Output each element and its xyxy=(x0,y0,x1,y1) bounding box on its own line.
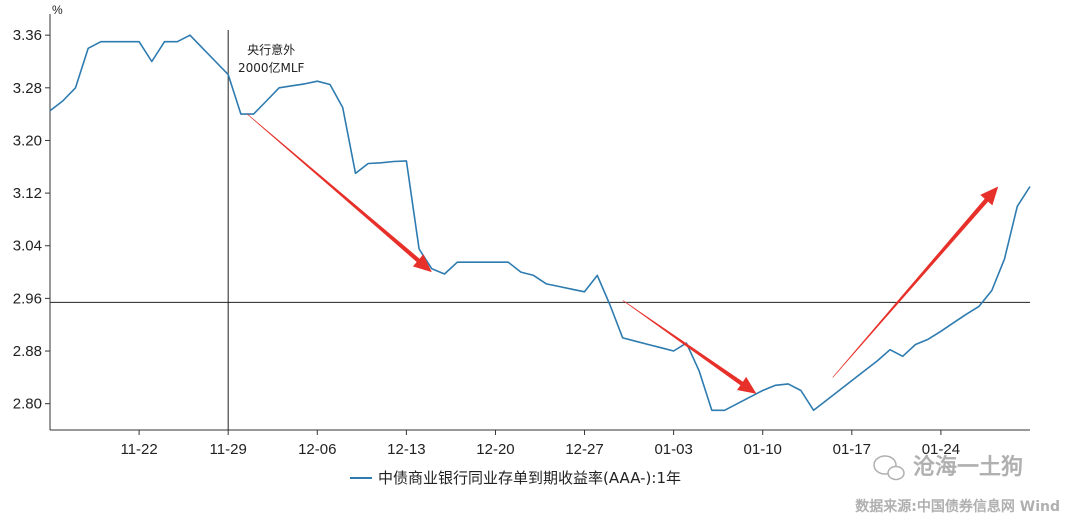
x-tick-label: 11-29 xyxy=(210,441,247,458)
y-tick-label: 3.04 xyxy=(13,238,42,255)
axes xyxy=(45,14,1030,435)
y-tick-label: 3.36 xyxy=(13,27,42,44)
series-layer xyxy=(49,34,1031,412)
x-tick-label: 12-27 xyxy=(565,441,603,458)
x-tick-label: 12-06 xyxy=(298,441,336,458)
x-tick-label: 12-20 xyxy=(476,441,514,458)
trend-arrow-3 xyxy=(832,186,999,378)
labels: % 3.36 3.28 3.20 3.12 3.04 2.96 2.88 2.80 11-22 11… xyxy=(13,3,1060,515)
y-tick-label: 3.20 xyxy=(13,132,42,149)
y-tick-label: 3.28 xyxy=(13,80,42,97)
y-tick-label: 2.88 xyxy=(13,343,42,360)
wechat-bubble-large xyxy=(873,455,897,475)
trend-arrow-1 xyxy=(247,113,432,273)
reference-lines xyxy=(50,30,1030,430)
trend-arrow-2 xyxy=(622,300,757,394)
y-tick-label: 2.80 xyxy=(13,396,42,413)
series-line xyxy=(49,34,1031,412)
x-tick-label: 12-13 xyxy=(387,441,425,458)
wechat-bubble-small xyxy=(887,465,905,481)
wechat-icon xyxy=(873,455,905,481)
annotation-line-2: 2000亿MLF xyxy=(238,60,305,75)
y-tick-label: 3.12 xyxy=(13,185,42,202)
watermark-brand: 沧海一土狗 xyxy=(913,454,1023,480)
x-tick-label: 01-17 xyxy=(833,441,871,458)
x-tick-label: 01-03 xyxy=(654,441,692,458)
y-tick-label: 2.96 xyxy=(13,290,42,307)
trend-arrows xyxy=(247,113,999,394)
legend-label: 中债商业银行同业存单到期收益率(AAA-):1年 xyxy=(378,469,681,487)
annotation-line-1: 央行意外 xyxy=(247,42,295,57)
x-tick-label: 01-24 xyxy=(922,441,960,458)
x-tick-label: 01-10 xyxy=(744,441,782,458)
x-tick-label: 11-22 xyxy=(120,441,157,458)
y-unit-label: % xyxy=(52,3,63,17)
watermark-source: 数据来源:中国债券信息网 Wind xyxy=(855,498,1060,515)
